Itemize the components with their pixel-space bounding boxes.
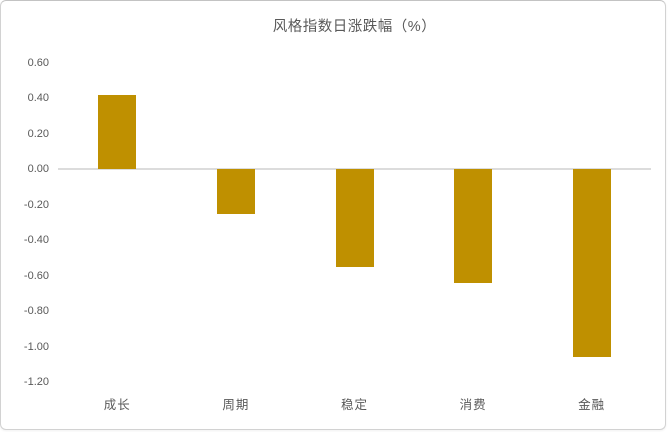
y-tick-label: -0.40	[23, 234, 49, 247]
chart-title: 风格指数日涨跌幅（%）	[272, 19, 437, 35]
y-tick-label: -0.20	[23, 198, 49, 211]
bar-3	[335, 169, 374, 267]
x-category-label: 消费	[459, 398, 487, 412]
y-axis: 0.60 0.40 0.20 0.00 -0.20 -0.40 -0.60 -0.80 -1.0…	[1, 57, 49, 388]
x-category-label: 周期	[222, 398, 250, 412]
x-category-label: 稳定	[340, 398, 369, 412]
bar-5	[572, 169, 611, 358]
bar-1	[98, 94, 137, 170]
y-tick-label: -0.80	[23, 305, 49, 318]
y-tick-label: 0.00	[27, 163, 49, 176]
y-tick-label: -1.20	[23, 376, 49, 388]
plot-area	[58, 63, 651, 382]
bar-2	[216, 169, 255, 214]
x-category-label: 成长	[103, 398, 131, 412]
x-axis-labels: 成长 周期 稳定 消费 金融	[58, 394, 651, 416]
x-category-label: 金融	[578, 398, 606, 412]
y-tick-label: 0.20	[27, 127, 49, 140]
y-tick-label: 0.40	[27, 92, 49, 105]
y-tick-label: -1.00	[23, 340, 49, 353]
bar-4	[454, 169, 493, 283]
y-tick-label: 0.60	[27, 57, 49, 69]
y-tick-label: -0.60	[23, 269, 49, 282]
